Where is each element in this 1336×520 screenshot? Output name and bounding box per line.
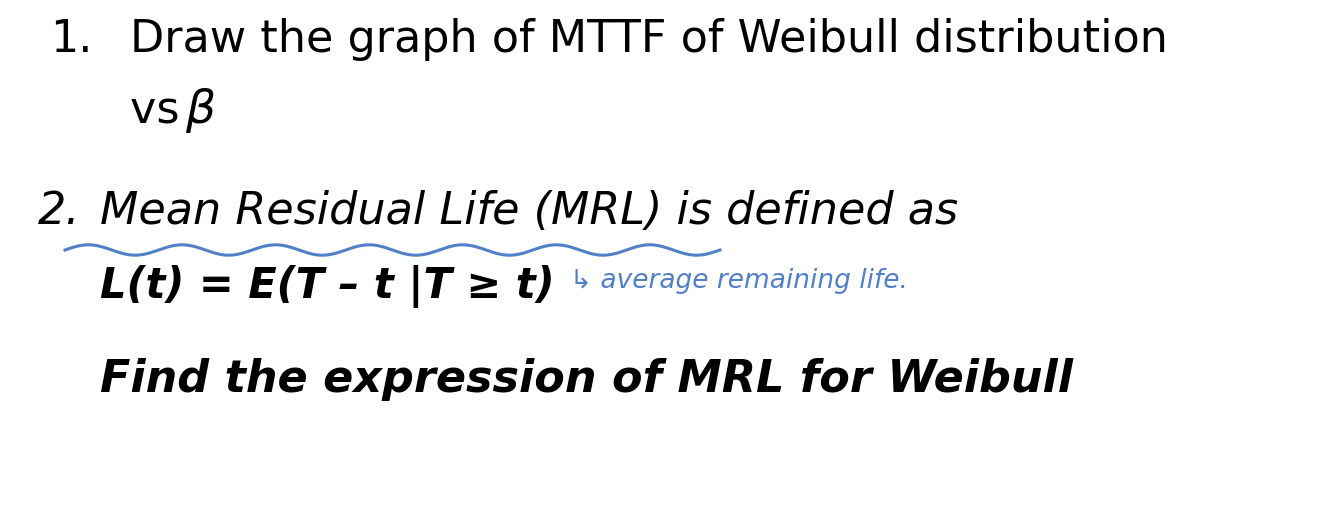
Text: 2.: 2. bbox=[37, 190, 80, 233]
Text: ↳ average remaining life.: ↳ average remaining life. bbox=[570, 268, 908, 294]
Text: L(t) = E(T – t |T ≥ t): L(t) = E(T – t |T ≥ t) bbox=[100, 265, 554, 308]
Text: Draw the graph of MTTF of Weibull distribution: Draw the graph of MTTF of Weibull distri… bbox=[130, 18, 1168, 61]
Text: 1.: 1. bbox=[49, 18, 92, 61]
Text: Mean Residual Life (MRL) is defined as: Mean Residual Life (MRL) is defined as bbox=[100, 190, 958, 233]
Text: vs: vs bbox=[130, 90, 194, 133]
Text: Find the expression of MRL for Weibull: Find the expression of MRL for Weibull bbox=[100, 358, 1073, 401]
Text: β: β bbox=[184, 88, 215, 133]
